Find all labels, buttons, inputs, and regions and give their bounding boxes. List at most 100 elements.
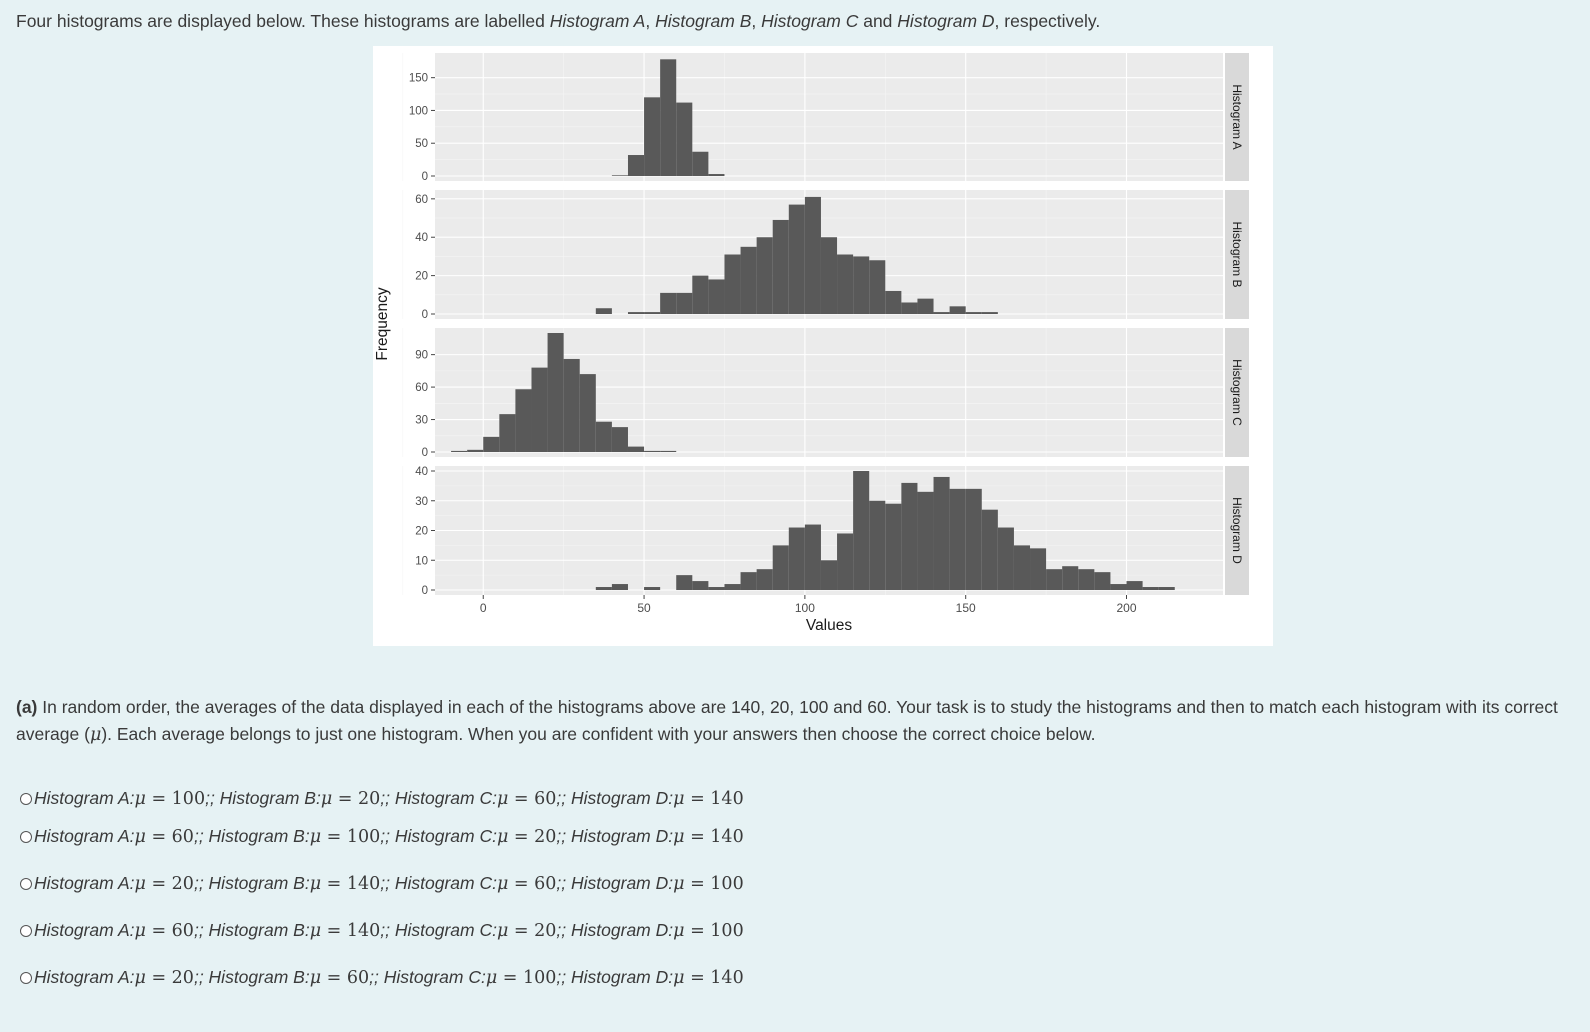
question-label: (a)	[16, 697, 38, 717]
radio-button[interactable]	[20, 830, 32, 843]
answer-option[interactable]: Histogram A: μ = 60;; Histogram B: μ = 1…	[20, 826, 744, 847]
option-equals: =	[508, 873, 535, 894]
histogram-bar	[1046, 569, 1063, 590]
option-mu-symbol: μ	[673, 826, 685, 847]
radio-button[interactable]	[20, 971, 32, 984]
answer-option[interactable]: Histogram A: μ = 20;; Histogram B: μ = 1…	[20, 873, 744, 894]
option-separator: ;;	[205, 788, 220, 808]
x-axis-title: Values	[806, 617, 852, 634]
histogram-bar	[933, 312, 950, 314]
option-equals: =	[497, 967, 524, 988]
histogram-bar	[869, 500, 886, 590]
histogram-bar	[1126, 581, 1143, 590]
histogram-bar	[756, 237, 773, 314]
x-tick-label: 0	[480, 601, 487, 615]
histogram-bar	[499, 414, 516, 452]
option-equals: =	[684, 826, 711, 847]
option-equals: =	[684, 967, 711, 988]
option-equals: =	[508, 920, 535, 941]
option-equals: =	[145, 967, 172, 988]
answer-option[interactable]: Histogram A: μ = 100;; Histogram B: μ = …	[20, 788, 744, 809]
option-mu-symbol: μ	[309, 826, 322, 847]
facet-label: Histogram B	[1230, 221, 1244, 287]
histogram-bar	[804, 196, 821, 314]
option-separator: ;;	[193, 920, 209, 940]
option-histogram-label: Histogram C:	[383, 967, 486, 987]
option-mu-symbol: μ	[673, 788, 685, 809]
y-tick-label: 0	[422, 309, 428, 321]
option-mu-symbol: μ	[134, 788, 146, 809]
intro-text: Four histograms are displayed below. The…	[16, 11, 1100, 32]
histogram-bar	[869, 260, 886, 314]
histogram-bar	[1078, 569, 1095, 590]
option-histogram-label: Histogram D:	[571, 967, 674, 987]
answer-option[interactable]: Histogram A: μ = 60;; Histogram B: μ = 1…	[20, 920, 744, 941]
y-tick-label: 60	[415, 382, 428, 394]
intro-sep2: ,	[751, 11, 762, 31]
option-histogram-label: Histogram D:	[571, 873, 674, 893]
option-separator: ;;	[556, 967, 572, 987]
x-tick-label: 100	[795, 601, 815, 615]
option-separator: ;;	[556, 826, 572, 846]
histogram-bar	[1030, 548, 1047, 590]
option-value: 100	[346, 826, 381, 847]
histogram-bar	[547, 333, 564, 452]
option-mu-symbol: μ	[496, 920, 509, 941]
option-histogram-label: Histogram C:	[394, 826, 497, 846]
option-value: 20	[357, 788, 381, 809]
answer-option[interactable]: Histogram A: μ = 20;; Histogram B: μ = 6…	[20, 967, 744, 988]
option-equals: =	[321, 967, 347, 988]
option-histogram-label: Histogram C:	[394, 788, 497, 808]
histogram-bar	[788, 527, 805, 590]
histogram-bar	[917, 491, 934, 590]
option-histogram-label: Histogram B:	[219, 788, 321, 808]
histogram-bar	[1013, 545, 1031, 590]
option-mu-symbol: μ	[309, 920, 322, 941]
option-equals: =	[145, 873, 172, 894]
histogram-bar	[660, 450, 677, 452]
option-value: 140	[710, 967, 744, 988]
histogram-bar	[660, 59, 677, 176]
option-mu-symbol: μ	[496, 788, 509, 809]
option-equals: =	[332, 788, 358, 809]
facet-label: Histogram A	[1230, 84, 1244, 149]
histogram-bar	[627, 312, 645, 314]
histogram-bar	[772, 219, 789, 314]
option-value: 60	[171, 826, 194, 847]
option-histogram-label: Histogram C:	[394, 873, 497, 893]
facet-strip	[1225, 53, 1249, 181]
radio-button[interactable]	[20, 877, 32, 890]
option-value: 140	[346, 873, 381, 894]
option-separator: ;;	[380, 920, 395, 940]
option-histogram-label: Histogram B:	[208, 920, 310, 940]
option-histogram-label: Histogram A:	[34, 967, 135, 987]
histogram-bar	[483, 436, 500, 452]
option-equals: =	[145, 826, 172, 847]
histogram-bar	[467, 449, 484, 452]
histogram-bar	[644, 587, 661, 590]
option-histogram-label: Histogram A:	[34, 873, 135, 893]
option-mu-symbol: μ	[134, 826, 146, 847]
y-tick-label: 40	[415, 232, 428, 244]
histogram-bar	[965, 488, 982, 590]
histogram-bar	[885, 290, 902, 314]
intro-and: and	[858, 11, 898, 31]
histogram-bar	[676, 102, 693, 176]
option-histogram-label: Histogram A:	[34, 920, 135, 940]
y-tick-label: 0	[422, 585, 428, 597]
radio-button[interactable]	[20, 924, 32, 937]
option-separator: ;;	[380, 873, 395, 893]
histogram-bar	[772, 545, 789, 590]
radio-button[interactable]	[20, 792, 32, 805]
option-histogram-label: Histogram D:	[571, 920, 674, 940]
histogram-bar	[676, 575, 693, 590]
histogram-bar	[997, 527, 1014, 590]
histogram-bar	[933, 476, 950, 590]
histogram-bar	[611, 427, 628, 452]
option-mu-symbol: μ	[134, 873, 146, 894]
question-text-1: In random order, the averages of the dat…	[16, 697, 1558, 744]
histogram-bar	[579, 374, 596, 452]
histogram-bar	[837, 254, 854, 314]
histogram-bar	[724, 584, 741, 590]
